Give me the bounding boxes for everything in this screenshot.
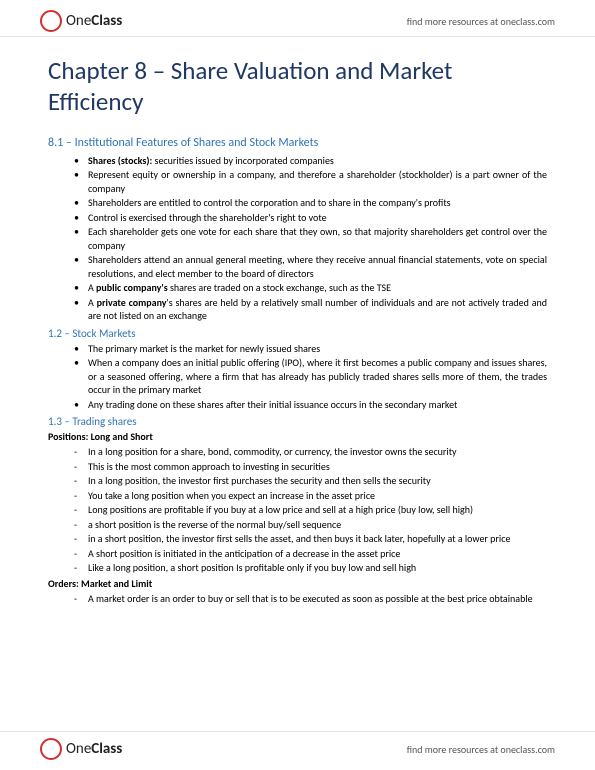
footer-resources-link[interactable]: find more resources at oneclass.com (407, 743, 555, 756)
document-body: Chapter 8 – Share Valuation and Market E… (0, 37, 595, 605)
orders-list: A market order is an order to buy or sel… (48, 592, 547, 606)
section-1-3-heading: 1.3 – Trading shares (48, 415, 547, 428)
header-resources-link[interactable]: find more resources at oneclass.com (407, 15, 555, 28)
logo-ring-icon (40, 10, 62, 32)
list-item: In a long position for a share, bond, co… (74, 445, 547, 459)
list-item: Any trading done on these shares after t… (74, 398, 547, 412)
list-item: This is the most common approach to inve… (74, 460, 547, 474)
chapter-title: Chapter 8 – Share Valuation and Market E… (48, 55, 547, 118)
list-item: Shareholders attend an annual general me… (74, 253, 547, 280)
list-item: Shareholders are entitled to control the… (74, 196, 547, 210)
brand-name-b: Class (91, 740, 122, 758)
brand-name-b: Class (91, 12, 122, 30)
list-item: Like a long position, a short position I… (74, 561, 547, 575)
list-item: a short position is the reverse of the n… (74, 518, 547, 532)
page-header: OneClass find more resources at oneclass… (0, 0, 595, 37)
list-item: The primary market is the market for new… (74, 342, 547, 356)
logo-ring-icon (40, 738, 62, 760)
list-item: When a company does an initial public of… (74, 356, 547, 397)
list-item: Represent equity or ownership in a compa… (74, 168, 547, 195)
positions-subheading: Positions: Long and Short (48, 430, 547, 443)
list-item: A private company's shares are held by a… (74, 296, 547, 323)
orders-subheading: Orders: Market and Limit (48, 577, 547, 590)
brand-logo: OneClass (40, 10, 122, 32)
list-item: Shares (stocks): securities issued by in… (74, 154, 547, 168)
brand-logo-footer: OneClass (40, 738, 122, 760)
page-footer: OneClass find more resources at oneclass… (0, 731, 595, 770)
list-item: Each shareholder gets one vote for each … (74, 225, 547, 252)
brand-name-footer: OneClass (66, 740, 122, 758)
section-8-1-list: Shares (stocks): securities issued by in… (48, 154, 547, 323)
brand-name-a: One (66, 740, 91, 758)
list-item: A short position is initiated in the ant… (74, 547, 547, 561)
list-item: Long positions are profitable if you buy… (74, 503, 547, 517)
brand-name: OneClass (66, 12, 122, 30)
list-item: Control is exercised through the shareho… (74, 211, 547, 225)
list-item: You take a long position when you expect… (74, 489, 547, 503)
list-item: A market order is an order to buy or sel… (74, 592, 547, 606)
section-1-2-heading: 1.2 – Stock Markets (48, 327, 547, 340)
list-item: A public company's shares are traded on … (74, 281, 547, 295)
section-1-2-list: The primary market is the market for new… (48, 342, 547, 412)
list-item: in a short position, the investor first … (74, 532, 547, 546)
positions-list: In a long position for a share, bond, co… (48, 445, 547, 575)
section-8-1-heading: 8.1 – Institutional Features of Shares a… (48, 136, 547, 150)
list-item: In a long position, the investor first p… (74, 474, 547, 488)
brand-name-a: One (66, 12, 91, 30)
